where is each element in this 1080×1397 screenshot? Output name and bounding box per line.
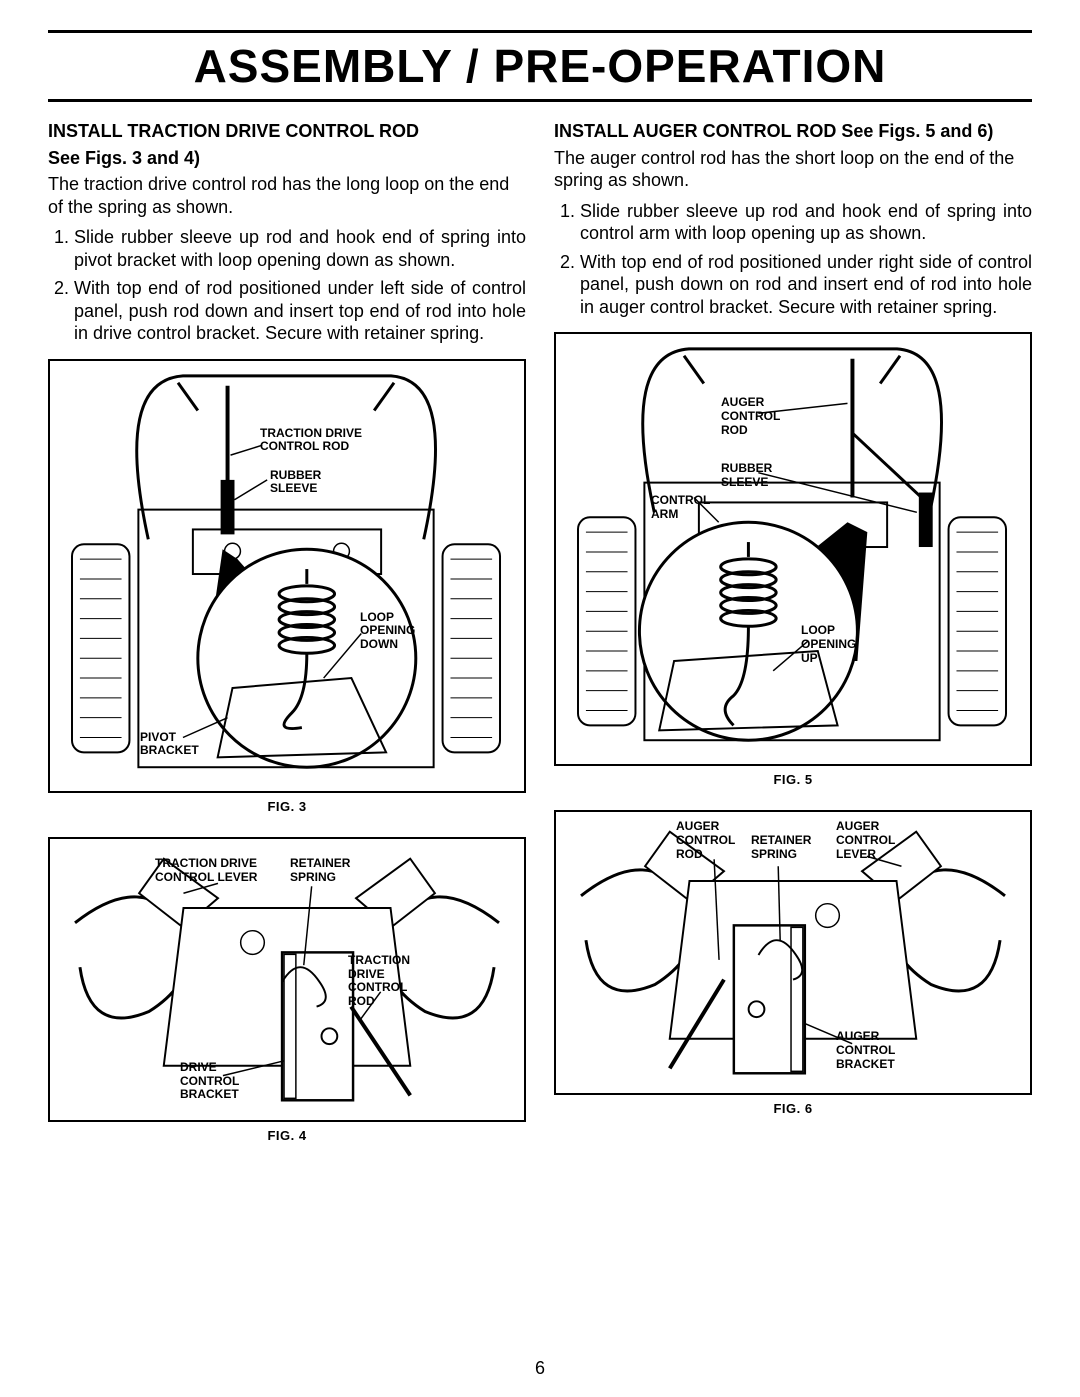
right-intro: The auger control rod has the short loop… [554, 147, 1032, 192]
content-columns: INSTALL TRACTION DRIVE CONTROL ROD See F… [48, 120, 1032, 1144]
right-column: INSTALL AUGER CONTROL ROD See Figs. 5 an… [554, 120, 1032, 1144]
fig4-label-lever: TRACTION DRIVE CONTROL LEVER [155, 857, 257, 885]
fig4-label-bracket: DRIVE CONTROL BRACKET [180, 1061, 239, 1102]
page-number: 6 [0, 1358, 1080, 1379]
fig6-caption: FIG. 6 [554, 1101, 1032, 1117]
left-step-1: Slide rubber sleeve up rod and hook end … [74, 226, 526, 271]
left-heading-line1: INSTALL TRACTION DRIVE CONTROL ROD [48, 120, 526, 143]
left-column: INSTALL TRACTION DRIVE CONTROL ROD See F… [48, 120, 526, 1144]
right-step-1: Slide rubber sleeve up rod and hook end … [580, 200, 1032, 245]
fig6-label-retainer: RETAINER SPRING [751, 834, 811, 862]
fig6-label-bracket: AUGER CONTROL BRACKET [836, 1030, 895, 1071]
fig3-svg [50, 361, 524, 791]
fig3-label-loop: LOOP OPENING DOWN [360, 611, 415, 652]
left-steps: Slide rubber sleeve up rod and hook end … [48, 226, 526, 345]
fig3-label-rod: TRACTION DRIVE CONTROL ROD [260, 427, 362, 455]
figure-6: AUGER CONTROL ROD RETAINER SPRING AUGER … [554, 810, 1032, 1095]
fig6-label-lever: AUGER CONTROL LEVER [836, 820, 895, 861]
fig3-caption: FIG. 3 [48, 799, 526, 815]
left-step-2: With top end of rod positioned under lef… [74, 277, 526, 345]
fig6-label-rod: AUGER CONTROL ROD [676, 820, 735, 861]
fig3-label-sleeve: RUBBER SLEEVE [270, 469, 321, 497]
figure-4: TRACTION DRIVE CONTROL LEVER RETAINER SP… [48, 837, 526, 1122]
fig5-label-rod: AUGER CONTROL ROD [721, 396, 780, 437]
fig4-label-retainer: RETAINER SPRING [290, 857, 350, 885]
fig4-svg [50, 839, 524, 1120]
right-step-2: With top end of rod positioned under rig… [580, 251, 1032, 319]
fig5-label-loop: LOOP OPENING UP [801, 624, 856, 665]
page-title: ASSEMBLY / PRE-OPERATION [48, 39, 1032, 102]
fig5-label-sleeve: RUBBER SLEEVE [721, 462, 772, 490]
figure-5: AUGER CONTROL ROD RUBBER SLEEVE CONTROL … [554, 332, 1032, 766]
right-heading: INSTALL AUGER CONTROL ROD See Figs. 5 an… [554, 120, 1032, 143]
fig4-caption: FIG. 4 [48, 1128, 526, 1144]
top-rule [48, 30, 1032, 33]
fig3-label-pivot: PIVOT BRACKET [140, 731, 199, 759]
left-heading-line2: See Figs. 3 and 4) [48, 147, 526, 170]
fig5-caption: FIG. 5 [554, 772, 1032, 788]
left-intro: The traction drive control rod has the l… [48, 173, 526, 218]
figure-3: TRACTION DRIVE CONTROL ROD RUBBER SLEEVE… [48, 359, 526, 793]
right-steps: Slide rubber sleeve up rod and hook end … [554, 200, 1032, 319]
fig5-label-arm: CONTROL ARM [651, 494, 710, 522]
fig4-label-rod: TRACTION DRIVE CONTROL ROD [348, 954, 410, 1009]
fig5-svg [556, 334, 1030, 764]
